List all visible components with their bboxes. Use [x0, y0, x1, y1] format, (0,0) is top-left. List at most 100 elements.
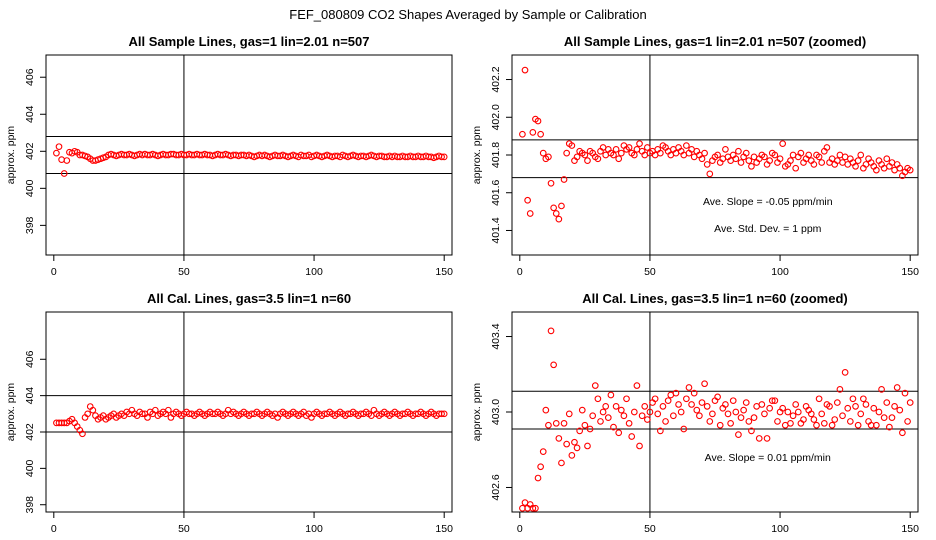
data-point [826, 402, 833, 410]
data-point [899, 429, 906, 437]
y-tick-label: 406 [24, 68, 36, 86]
data-point [852, 162, 859, 170]
data-point [727, 419, 734, 427]
data-point [630, 151, 638, 159]
data-point [703, 161, 711, 168]
data-point [79, 430, 86, 438]
data-point [891, 402, 898, 410]
chart-panel-4: All Cal. Lines, gas=3.5 lin=1 n=60 (zoom… [471, 291, 919, 535]
data-point [524, 196, 531, 204]
data-point [617, 406, 625, 414]
data-point [560, 176, 568, 183]
data-point [690, 389, 698, 397]
data-point [844, 404, 852, 412]
data-point [628, 433, 636, 440]
data-point [693, 406, 701, 414]
data-point [901, 389, 909, 397]
y-tick-label: 401.8 [490, 142, 502, 168]
data-point [873, 166, 880, 174]
x-tick-label: 0 [517, 523, 523, 535]
data-point [703, 402, 711, 410]
data-point [604, 414, 612, 422]
data-point [846, 418, 854, 425]
data-point [571, 438, 578, 446]
y-tick-label: 398 [24, 496, 36, 514]
data-point [849, 395, 857, 403]
data-point [771, 397, 779, 405]
data-point [672, 389, 680, 397]
data-point [883, 399, 891, 406]
data-point [750, 414, 758, 422]
data-point [701, 149, 708, 157]
data-point [766, 157, 774, 165]
data-point [716, 421, 724, 429]
data-point [748, 162, 755, 170]
data-point [584, 157, 591, 165]
data-point [779, 404, 787, 412]
y-tick-label: 398 [24, 216, 36, 234]
data-point [630, 408, 638, 416]
data-point [828, 421, 836, 429]
data-point [615, 155, 623, 163]
x-tick-label: 100 [771, 266, 789, 278]
annotation-1: Ave. Slope = -0.05 ppm/min [703, 196, 833, 208]
data-point [706, 170, 714, 178]
data-point [662, 418, 669, 425]
x-tick-label: 50 [644, 266, 656, 278]
data-point [542, 406, 550, 414]
data-point [873, 421, 880, 429]
data-point [698, 399, 706, 406]
data-point [724, 410, 732, 418]
data-point [878, 386, 885, 393]
data-point [537, 130, 544, 138]
x-tick-label: 150 [435, 266, 453, 278]
x-tick-label: 0 [51, 266, 57, 278]
data-point [633, 382, 641, 389]
data-point [706, 418, 714, 425]
data-point [818, 410, 826, 418]
data-point [904, 418, 911, 425]
data-point [53, 149, 60, 157]
y-tick-label: 402.2 [490, 66, 502, 92]
chart-title: All Sample Lines, gas=1 lin=2.01 n=507 (… [564, 34, 866, 49]
data-point [787, 157, 794, 165]
y-axis-label: approx. ppm [471, 383, 483, 442]
data-point [625, 419, 633, 427]
data-point [612, 145, 620, 153]
y-tick-label: 404 [24, 105, 36, 123]
data-point [906, 166, 914, 174]
page-title: FEF_080809 CO2 Shapes Averaged by Sample… [289, 7, 646, 22]
data-point [792, 164, 800, 172]
data-point [763, 435, 771, 442]
data-point [565, 410, 573, 418]
chart-title: All Cal. Lines, gas=3.5 lin=1 n=60 [147, 291, 351, 306]
data-point [552, 210, 560, 217]
data-point [573, 444, 581, 452]
y-tick-label: 400 [24, 179, 36, 197]
data-point [854, 157, 862, 165]
data-point [625, 144, 633, 151]
data-point [745, 418, 753, 425]
data-point [591, 382, 599, 389]
data-point [774, 418, 781, 425]
data-point [138, 410, 146, 418]
y-tick-label: 403.0 [490, 399, 502, 425]
data-point [438, 410, 445, 418]
data-point [771, 151, 779, 159]
data-point [696, 412, 703, 420]
plot-frame [45, 311, 453, 513]
data-point [617, 149, 625, 157]
data-point [555, 215, 563, 223]
data-point [534, 474, 542, 482]
x-tick-label: 0 [51, 523, 57, 535]
data-point [534, 117, 542, 125]
data-point [656, 427, 664, 435]
data-point [164, 406, 172, 414]
data-point [685, 384, 693, 391]
data-point [857, 410, 865, 418]
data-point [810, 161, 818, 168]
data-point [701, 380, 708, 388]
data-point [638, 412, 646, 420]
data-point [794, 408, 802, 416]
data-point [735, 147, 742, 155]
